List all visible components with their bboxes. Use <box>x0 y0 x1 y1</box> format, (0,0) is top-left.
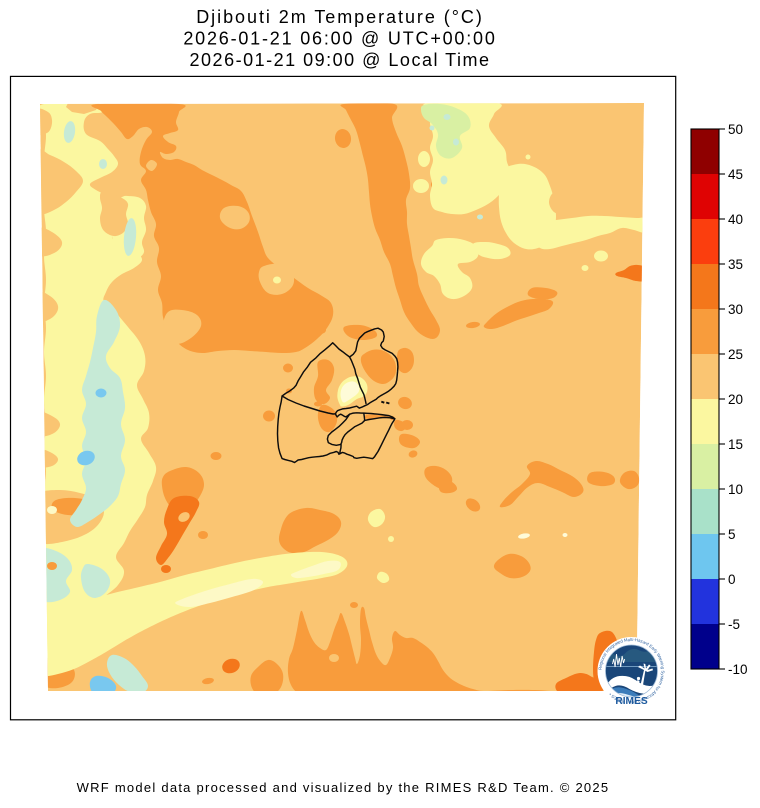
svg-text:30: 30 <box>728 302 743 317</box>
svg-text:2026-01-21 06:00 @ UTC+00:00: 2026-01-21 06:00 @ UTC+00:00 <box>183 28 496 48</box>
svg-text:-10: -10 <box>728 662 748 677</box>
svg-text:Djibouti 2m Temperature (°C): Djibouti 2m Temperature (°C) <box>196 7 484 27</box>
svg-text:5: 5 <box>728 527 736 542</box>
svg-text:35: 35 <box>728 257 743 272</box>
svg-text:2026-01-21 09:00 @ Local Time: 2026-01-21 09:00 @ Local Time <box>190 50 491 70</box>
svg-text:45: 45 <box>728 167 743 182</box>
svg-text:20: 20 <box>728 392 743 407</box>
svg-text:40: 40 <box>728 212 743 227</box>
svg-text:25: 25 <box>728 347 743 362</box>
svg-text:-5: -5 <box>728 617 740 632</box>
svg-text:0: 0 <box>728 572 736 587</box>
svg-text:RIMES: RIMES <box>615 696 647 707</box>
svg-text:15: 15 <box>728 437 743 452</box>
svg-text:WRF model data processed and v: WRF model data processed and visualized … <box>77 780 610 795</box>
svg-text:10: 10 <box>728 482 743 497</box>
svg-text:50: 50 <box>728 122 743 137</box>
